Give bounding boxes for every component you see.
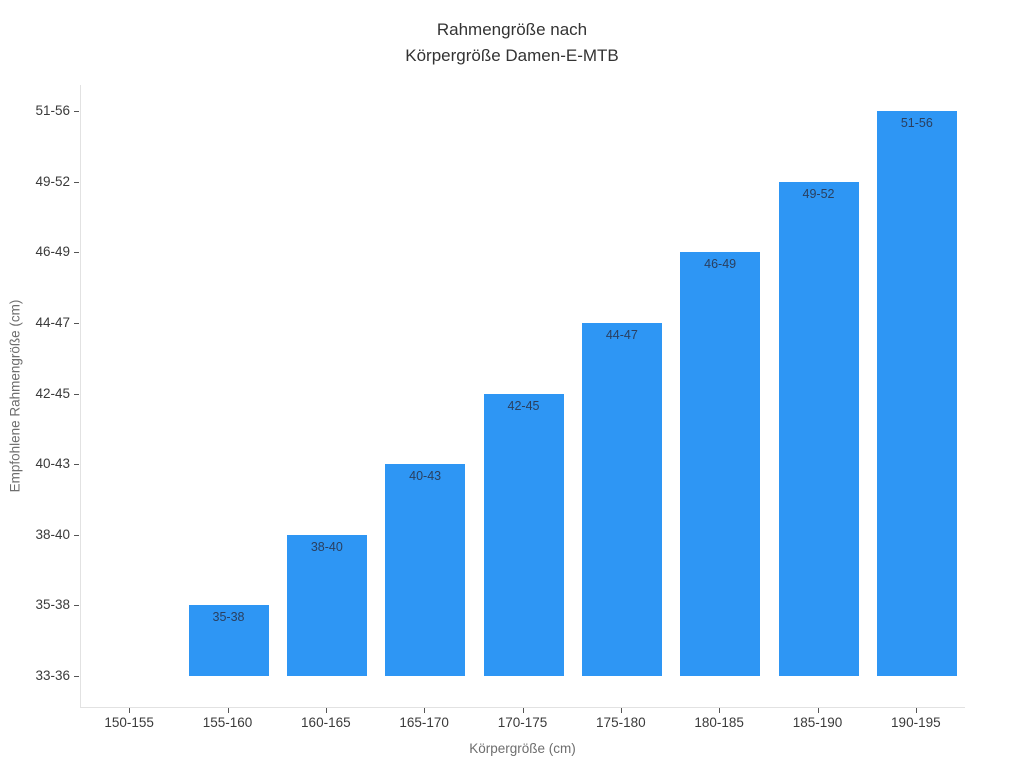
y-tick-mark bbox=[74, 393, 79, 395]
x-tick-mark bbox=[424, 708, 426, 713]
bar: 49-52 bbox=[778, 181, 859, 676]
x-tick-label: 180-185 bbox=[694, 715, 744, 730]
bar: 51-56 bbox=[876, 111, 957, 676]
y-tick-label: 33-36 bbox=[35, 668, 70, 683]
bar: 40-43 bbox=[385, 464, 466, 676]
y-tick-label: 40-43 bbox=[35, 456, 70, 472]
y-tick-mark bbox=[74, 464, 79, 466]
x-tick-mark bbox=[817, 708, 819, 713]
bar: 44-47 bbox=[581, 322, 662, 676]
x-tick-label: 185-190 bbox=[792, 715, 843, 730]
bar: 46-49 bbox=[680, 252, 761, 676]
bar-value-label: 44-47 bbox=[605, 327, 638, 342]
bar-value-label: 38-40 bbox=[310, 539, 343, 554]
y-tick-mark bbox=[74, 322, 79, 324]
y-tick-label: 46-49 bbox=[35, 244, 70, 260]
x-tick-mark bbox=[915, 708, 917, 713]
y-axis-title: Empfohlene Rahmengröße (cm) bbox=[7, 299, 23, 493]
bar-value-label: 40-43 bbox=[409, 469, 442, 484]
y-tick-mark bbox=[74, 605, 79, 607]
y-tick-mark bbox=[74, 534, 79, 536]
y-tick-label: 38-40 bbox=[35, 526, 70, 542]
x-tick-mark bbox=[129, 708, 131, 713]
x-tick-label: 175-180 bbox=[596, 715, 646, 730]
bar-value-label: 46-49 bbox=[704, 257, 737, 272]
y-tick-mark bbox=[74, 252, 79, 254]
x-axis-title: Körpergröße (cm) bbox=[469, 741, 576, 756]
x-tick-label: 170-175 bbox=[497, 715, 548, 730]
y-tick-label: 42-45 bbox=[35, 385, 70, 401]
bar-value-label: 49-52 bbox=[802, 186, 835, 201]
y-tick-label: 44-47 bbox=[35, 314, 70, 330]
y-tick-label: 49-52 bbox=[35, 173, 70, 189]
x-tick-mark bbox=[719, 708, 721, 713]
x-tick-label: 150-155 bbox=[104, 715, 154, 730]
x-tick-label: 190-195 bbox=[891, 715, 941, 730]
x-tick-label: 155-160 bbox=[202, 715, 253, 730]
bar: 35-38 bbox=[188, 605, 269, 676]
y-tick-mark bbox=[74, 111, 79, 112]
chart-title-line-1: Rahmengröße nach bbox=[436, 20, 588, 39]
y-tick-label: 51-56 bbox=[35, 103, 70, 118]
x-tick-label: 160-165 bbox=[301, 715, 351, 730]
y-tick-mark bbox=[74, 181, 79, 183]
bar: 42-45 bbox=[483, 393, 564, 676]
chart-title: Rahmengröße nach Körpergröße Damen-E-MTB bbox=[0, 17, 1024, 69]
y-tick-mark bbox=[74, 676, 79, 677]
bar-value-label: 42-45 bbox=[507, 398, 540, 413]
bar-value-label: 35-38 bbox=[212, 610, 245, 625]
x-tick-mark bbox=[325, 708, 327, 713]
x-tick-mark bbox=[227, 708, 229, 713]
bar-value-label: 51-56 bbox=[900, 116, 933, 130]
x-tick-mark bbox=[620, 708, 622, 713]
x-tick-mark bbox=[522, 708, 524, 713]
bar: 38-40 bbox=[286, 534, 367, 676]
chart-title-line-2: Körpergröße Damen-E-MTB bbox=[405, 46, 619, 65]
plot-area: 35-38 38-40 40-43 42-45 44-47 46-49 49-52 51-56 bbox=[80, 85, 965, 708]
x-tick-label: 165-170 bbox=[399, 715, 449, 730]
y-tick-label: 35-38 bbox=[35, 597, 70, 613]
